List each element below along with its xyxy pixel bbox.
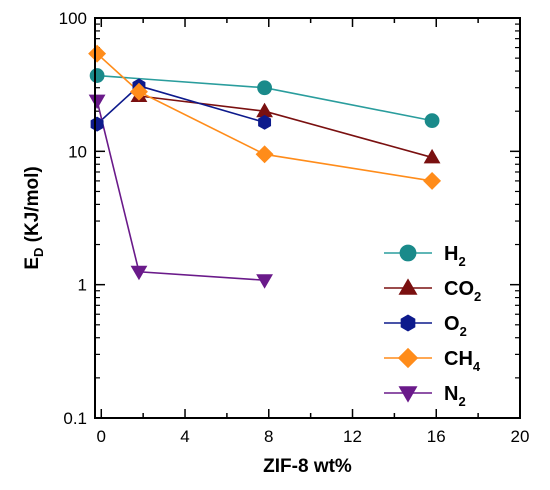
y-axis-title: ED (KJ/mol) [22,166,46,269]
legend-label: O2 [444,313,467,339]
plot-frame [94,17,521,419]
data-point-ch4 [88,44,107,63]
legend-marker [399,244,417,262]
y-tick-label: 0.1 [63,409,87,428]
legend-label-main: O [444,313,460,335]
y-axis-title-sub: D [31,248,46,257]
legend-label-sub: 4 [473,359,481,374]
data-point-h2 [257,80,272,96]
legend-label-sub: 2 [474,289,481,304]
legend-label: CH4 [444,348,481,374]
legend-label-sub: 2 [460,324,467,339]
legend-label-sub: 2 [458,254,465,269]
data-point-n2 [256,274,273,289]
x-axis-title: ZIF-8 wt% [263,456,352,477]
y-axis-title-main: E [22,257,43,270]
data-point-h2 [89,68,105,83]
tick-labels: 0 4 8 12 16 20 0.1 1 10 100 [59,9,530,446]
y-tick-label: 10 [68,142,87,161]
data-point-ch4 [129,82,148,101]
legend-label: CO2 [444,278,481,304]
data-point-n2 [88,94,106,110]
y-tick-label: 1 [78,276,87,295]
y-axis-title-rest: (KJ/mol) [22,166,43,247]
legend-label-main: H [444,243,458,265]
legend-label: N2 [444,383,466,409]
data-point-co2 [423,148,441,164]
legend-marker [398,278,418,295]
x-tick-label: 12 [343,427,362,446]
data-point-h2 [424,113,440,129]
series-line-n2 [96,100,265,282]
data-point-ch4 [255,145,274,164]
legend-label-main: N [444,383,458,405]
x-tick-label: 8 [264,427,273,446]
data-point-n2 [130,265,148,281]
data-point-o2 [258,114,272,130]
legend-marker [397,347,419,369]
x-tick-label: 20 [511,427,530,446]
series-line-co2 [138,95,433,159]
legend-label: H2 [444,243,466,269]
legend-label-main: CO [444,278,474,300]
legend-marker [398,386,418,403]
legend-label-main: CH [444,348,473,370]
series-markers [88,44,442,289]
x-tick-label: 16 [427,427,446,446]
legend-marker [400,314,416,332]
series-line-ch4 [96,53,433,182]
x-tick-label: 0 [97,427,106,446]
y-tick-label: 100 [59,9,87,28]
legend-label-sub: 2 [458,394,465,409]
data-point-o2 [90,116,104,132]
series-line-o2 [96,84,265,125]
x-tick-label: 4 [180,427,189,446]
data-point-ch4 [423,171,442,190]
